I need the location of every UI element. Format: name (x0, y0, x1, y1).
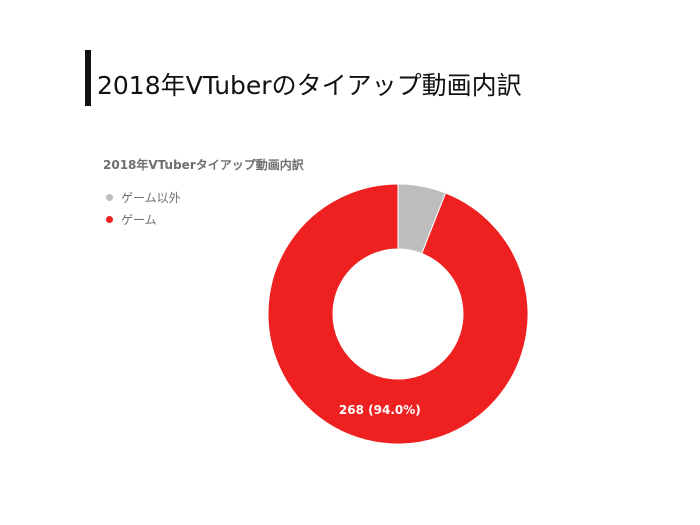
legend-label-non-game: ゲーム以外 (121, 190, 181, 205)
legend-label-game: ゲーム (121, 212, 157, 227)
legend-swatch-non-game (106, 193, 113, 201)
title-accent-bar (85, 50, 91, 106)
legend-swatch-game (106, 215, 113, 223)
donut-slice-label-1: 268 (94.0%) (339, 403, 421, 417)
chart-title: 2018年VTuberタイアップ動画内訳 (103, 158, 304, 172)
chart-legend: ゲーム以外 ゲーム (106, 186, 181, 230)
legend-item-non-game: ゲーム以外 (106, 186, 181, 208)
slide-title: 2018年VTuberのタイアップ動画内訳 (97, 71, 522, 100)
donut-slice-1 (267, 183, 529, 445)
legend-item-game: ゲーム (106, 208, 181, 230)
